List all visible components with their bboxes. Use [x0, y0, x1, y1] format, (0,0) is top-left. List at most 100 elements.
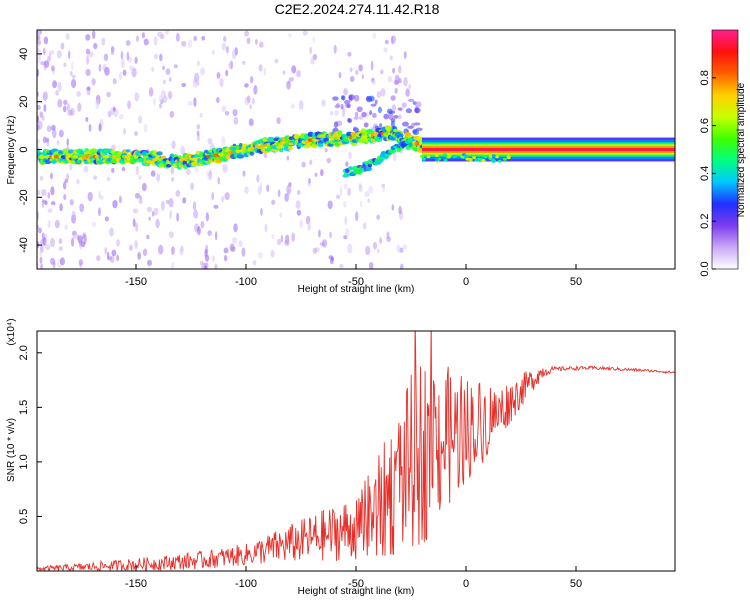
heatmap-cell [57, 81, 62, 92]
heatmap-cell [298, 100, 304, 111]
heatmap-cell [212, 255, 215, 263]
heatmap-cell [367, 163, 373, 168]
heatmap-cell [119, 71, 122, 81]
heatmap-cell [165, 163, 172, 168]
heatmap-cell [497, 159, 502, 163]
heatmap-cell [232, 109, 238, 117]
heatmap-cell [88, 124, 92, 132]
heatmap-cell [171, 246, 175, 255]
heatmap-cell [65, 32, 70, 41]
heatmap-cell [104, 247, 107, 255]
heatmap-cell [296, 69, 301, 78]
heatmap-cell [400, 263, 404, 269]
heatmap-cell [296, 190, 301, 195]
heatmap-cell [148, 216, 151, 221]
heatmap-cell [83, 165, 89, 173]
heatmap-cell [326, 157, 332, 164]
heatmap-cell [42, 91, 48, 101]
heatmap-cell [343, 88, 348, 96]
heatmap-cell [249, 146, 255, 150]
y-tick-label: 1.5 [18, 400, 30, 415]
heatmap-cell [37, 189, 41, 196]
heatmap-cell [143, 38, 149, 46]
heatmap-cell [37, 240, 40, 249]
heatmap-cell [160, 200, 165, 211]
heatmap-cell [242, 170, 246, 177]
heatmap-cell [71, 60, 74, 71]
heatmap-cell [356, 106, 363, 113]
heatmap-cell [85, 117, 89, 122]
heatmap-cell [37, 105, 41, 110]
heatmap-cell [452, 155, 457, 159]
heatmap-cell [125, 40, 131, 46]
heatmap-cell [345, 173, 351, 177]
heatmap-cell [129, 244, 133, 251]
heatmap-cell [138, 175, 142, 180]
heatmap-cell [86, 86, 91, 91]
heatmap-cell [158, 244, 164, 255]
heatmap-cell [66, 173, 70, 181]
heatmap-cell [376, 214, 381, 220]
heatmap-cell [348, 166, 354, 171]
heatmap-cell [221, 105, 227, 112]
heatmap-cell [314, 172, 318, 177]
colorbar: 0.0 0.2 0.4 0.6 0.8 Normalized spectral ampl… [699, 29, 747, 277]
heatmap-cell [200, 67, 206, 76]
heatmap-cell [413, 122, 421, 126]
heatmap-cell [37, 47, 41, 53]
heatmap-cell [43, 104, 47, 112]
heatmap-cell [91, 78, 96, 86]
heatmap-cell [194, 72, 200, 83]
heatmap-cell [397, 114, 402, 120]
heatmap-cell [401, 121, 409, 127]
heatmap-cell [340, 103, 344, 110]
heatmap-cell [196, 123, 201, 130]
heatmap-cell [233, 116, 239, 125]
heatmap-cell [383, 47, 388, 53]
heatmap-cell [405, 108, 413, 114]
heatmap-cell [354, 111, 359, 118]
heatmap-cell [385, 126, 392, 132]
heatmap-cell [43, 36, 49, 45]
heatmap-cell [204, 265, 208, 269]
heatmap-cell [51, 128, 57, 139]
heatmap-cell [42, 199, 47, 204]
heatmap-cell [217, 176, 221, 185]
x-tick-label: -150 [125, 578, 147, 590]
heatmap-cell [49, 237, 55, 248]
heatmap-cell [420, 154, 425, 158]
heatmap-cell [66, 103, 71, 112]
heatmap-cell [216, 72, 221, 79]
heatmap-cell [77, 102, 82, 112]
heatmap-cell [110, 51, 114, 56]
heatmap-cell [296, 209, 302, 216]
heatmap-cell [106, 91, 111, 98]
heatmap-cell [134, 56, 138, 64]
heatmap-cell [112, 106, 116, 112]
heatmap-cell [291, 232, 296, 242]
heatmap-cell [79, 203, 85, 213]
heatmap-cell [59, 203, 63, 212]
heatmap-cell [64, 224, 69, 231]
heatmap-cell [168, 231, 174, 239]
heatmap-cell [98, 191, 101, 199]
heatmap-cell [370, 103, 377, 107]
heatmap-cell [333, 109, 339, 117]
heatmap-cell [214, 231, 218, 241]
heatmap-cell [317, 142, 324, 148]
heatmap-cell [46, 125, 52, 132]
heatmap-cell [347, 243, 353, 254]
heatmap-cell [249, 104, 252, 110]
heatmap-cell [495, 155, 500, 159]
heatmap-cell [116, 154, 122, 159]
heatmap-cell [434, 154, 439, 158]
heatmap-cell [224, 192, 230, 201]
heatmap-cell [204, 254, 210, 262]
heatmap-cell [263, 67, 267, 76]
heatmap-cell [372, 112, 377, 118]
heatmap-cell [407, 137, 412, 143]
heatmap-cell [126, 155, 132, 159]
heatmap-cell [111, 167, 115, 174]
heatmap-cell [116, 239, 120, 247]
